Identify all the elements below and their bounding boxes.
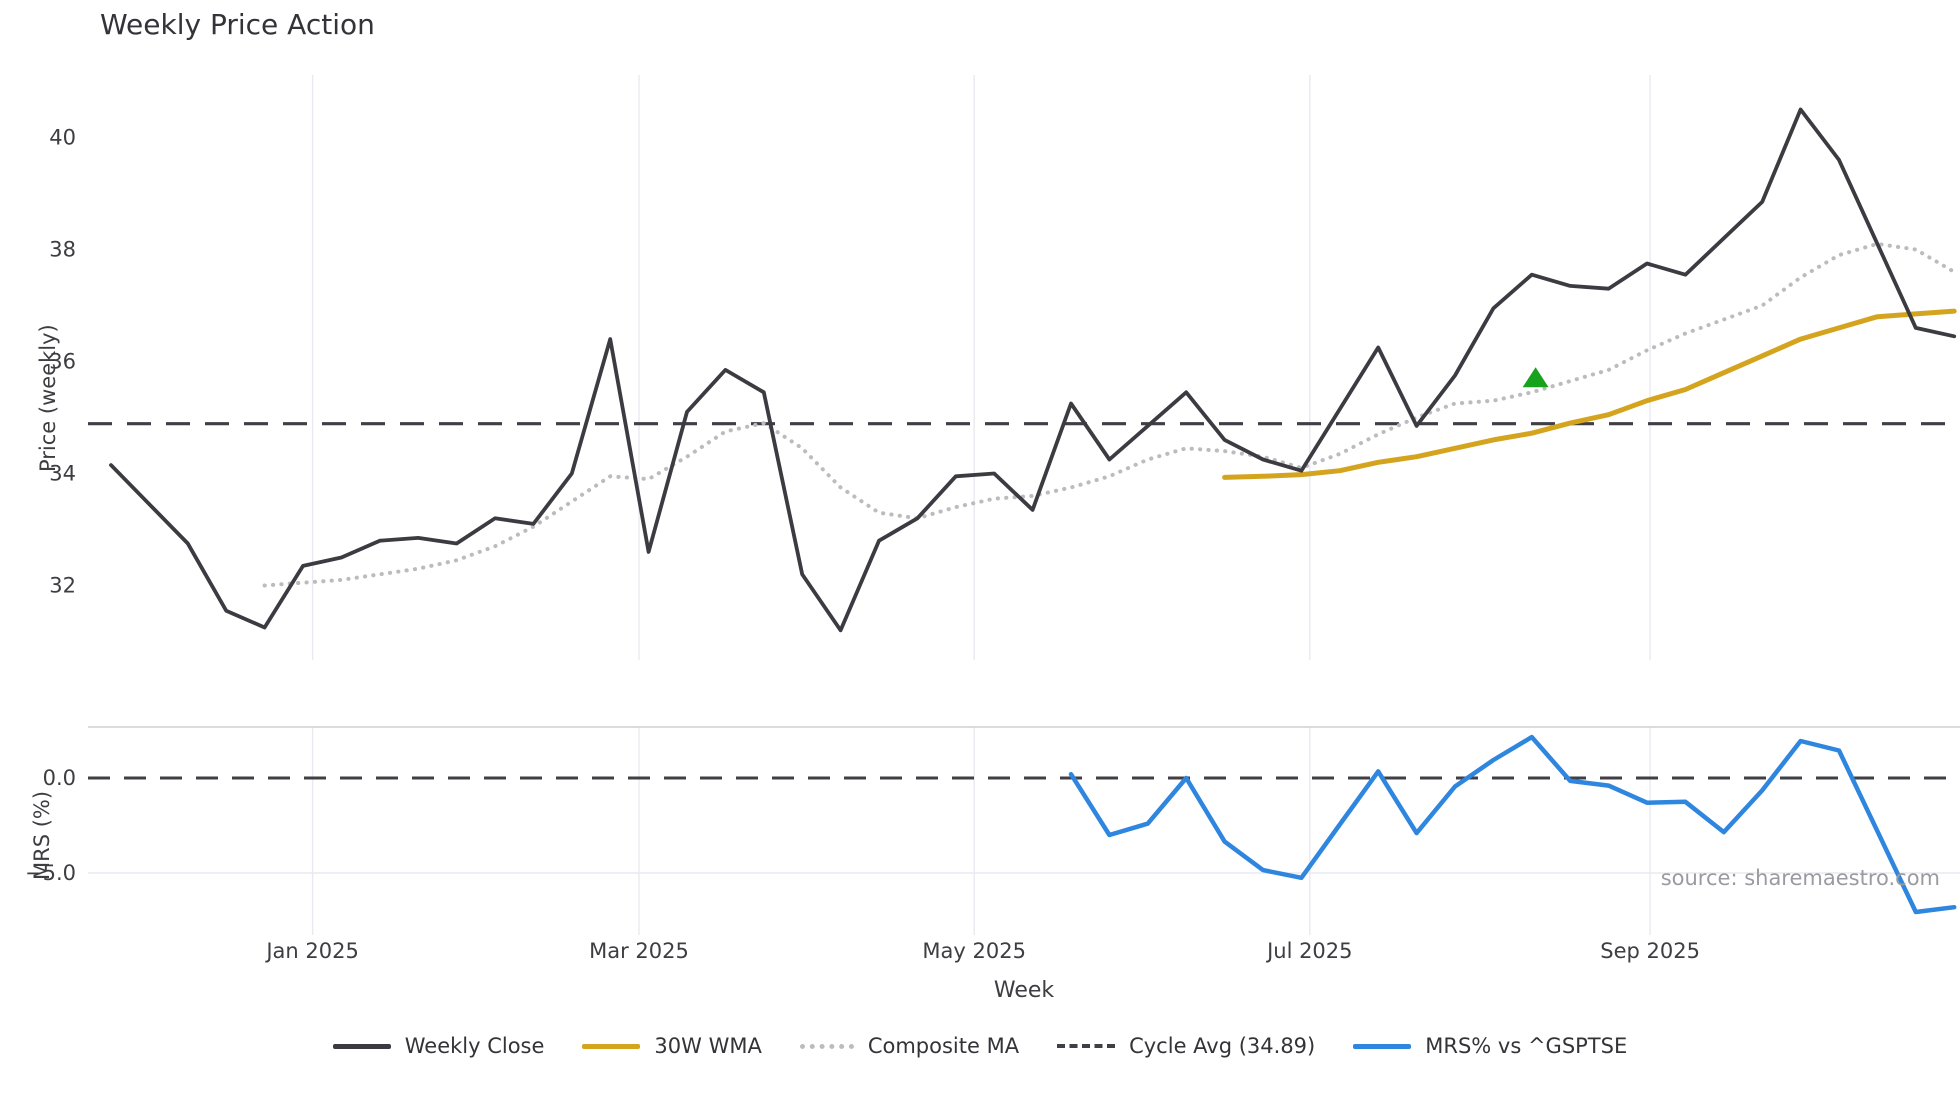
price-y-tick-label: 34 <box>49 462 76 486</box>
legend-item-weekly-close: Weekly Close <box>332 1034 545 1058</box>
composite-ma-swatch-icon <box>799 1043 854 1049</box>
mrs-line <box>1068 734 1957 915</box>
buy-signal-triangle-icon <box>1522 367 1549 388</box>
x-tick-label: Jul 2025 <box>1265 939 1352 963</box>
legend: Weekly Close 30W WMA Composite MA Cycle … <box>0 1034 1960 1058</box>
legend-label: 30W WMA <box>654 1034 762 1058</box>
mrs-line-swatch-icon <box>1353 1043 1412 1049</box>
x-tick-label: May 2025 <box>922 939 1026 963</box>
x-tick-label: Sep 2025 <box>1600 939 1700 963</box>
price-y-tick-label: 40 <box>49 126 76 150</box>
price-y-tick-label: 38 <box>49 238 76 262</box>
mrs-axis-label: MRS (%) <box>30 790 54 880</box>
page-title: Weekly Price Action <box>100 8 375 41</box>
wma-30w-line <box>1222 308 1957 480</box>
price-axis-label: Price (weekly) <box>36 324 60 472</box>
legend-label: Composite MA <box>867 1034 1020 1058</box>
price-y-tick-label: 36 <box>49 350 76 374</box>
composite-ma-line <box>262 241 1957 588</box>
legend-label: MRS% vs ^GSPTSE <box>1425 1034 1628 1058</box>
legend-label: Weekly Close <box>404 1034 545 1058</box>
wma-line-swatch-icon <box>582 1043 641 1049</box>
mrs-y-tick-label: −5.0 <box>25 861 76 885</box>
legend-label: Cycle Avg (34.89) <box>1129 1034 1316 1058</box>
weekly-close-line <box>109 107 1957 633</box>
legend-item-cycle-avg: Cycle Avg (34.89) <box>1057 1034 1315 1058</box>
legend-item-mrs: MRS% vs ^GSPTSE <box>1353 1034 1627 1058</box>
x-axis-label: Week <box>993 978 1055 1003</box>
source-credit: source: sharemaestro.com <box>1660 866 1940 890</box>
legend-item-composite-ma: Composite MA <box>799 1034 1020 1058</box>
legend-item-30w-wma: 30W WMA <box>582 1034 762 1058</box>
x-tick-label: Jan 2025 <box>264 939 359 963</box>
cycle-avg-swatch-icon <box>1057 1044 1116 1048</box>
mrs-y-tick-label: 0.0 <box>43 766 76 790</box>
weekly-close-line-swatch-icon <box>332 1043 391 1049</box>
x-tick-label: Mar 2025 <box>589 939 689 963</box>
price-y-tick-label: 32 <box>49 574 76 598</box>
